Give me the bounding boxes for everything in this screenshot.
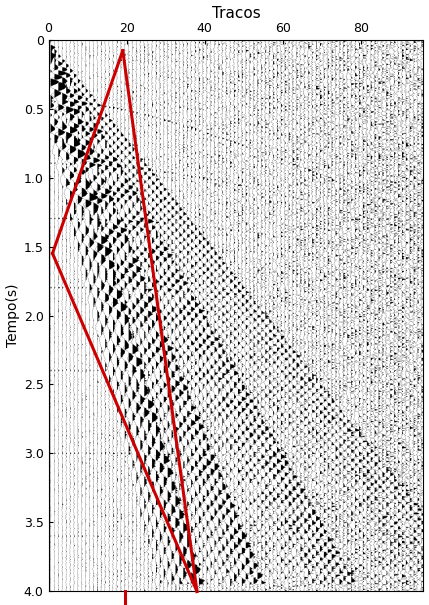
Y-axis label: Tempo(s): Tempo(s) [6,284,20,347]
X-axis label: Tracos: Tracos [211,5,260,21]
